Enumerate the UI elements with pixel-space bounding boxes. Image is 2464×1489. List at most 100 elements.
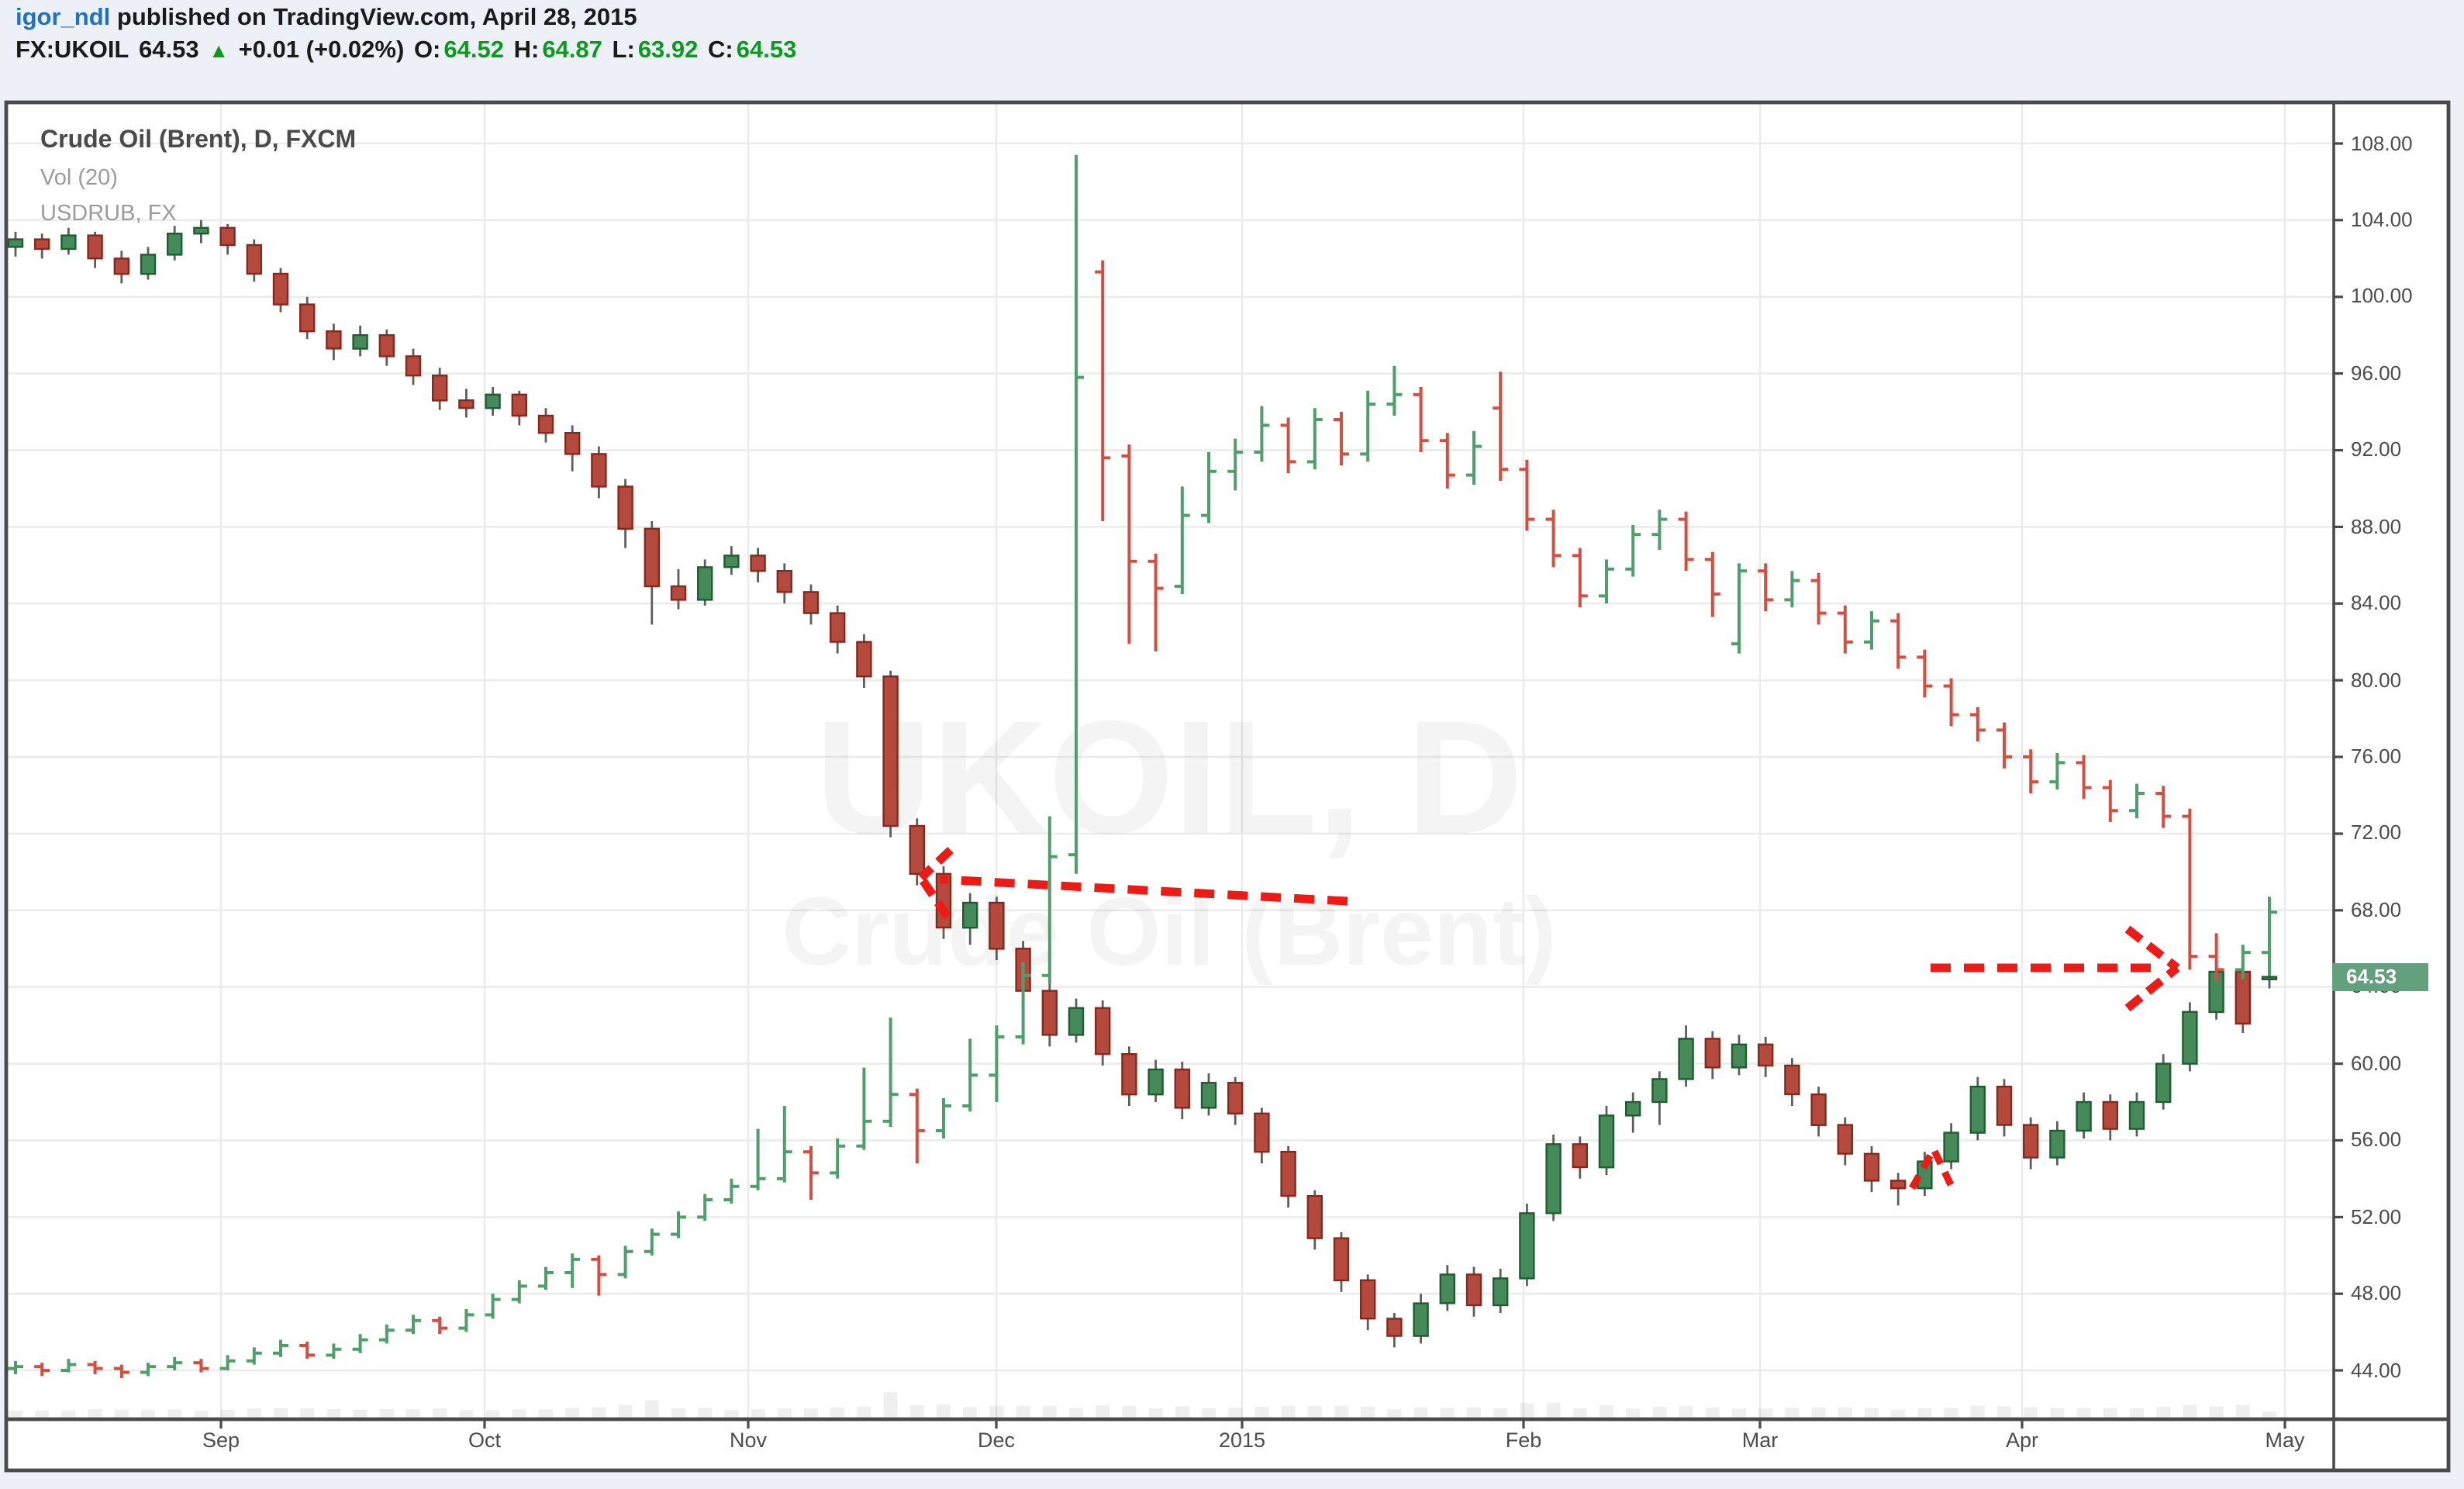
low-label: L: bbox=[612, 37, 635, 64]
candle bbox=[856, 641, 872, 678]
candle bbox=[34, 238, 50, 250]
price-axis-label: 48.00 bbox=[2351, 1281, 2402, 1305]
time-axis-label: Nov bbox=[729, 1429, 768, 1452]
candle bbox=[7, 238, 24, 248]
candle bbox=[1439, 1273, 1456, 1304]
candle bbox=[961, 901, 978, 929]
candle bbox=[2022, 1124, 2039, 1159]
last-price: 64.53 bbox=[139, 37, 199, 64]
candle bbox=[1545, 1143, 1562, 1214]
candle bbox=[1465, 1273, 1482, 1307]
candle bbox=[1519, 1212, 1535, 1280]
candle bbox=[1996, 1085, 2013, 1126]
candle bbox=[2049, 1129, 2065, 1159]
candle bbox=[1094, 1007, 1111, 1055]
candle bbox=[1624, 1100, 1641, 1117]
chart-frame bbox=[4, 100, 2451, 1473]
publish-info: published on TradingView.com, April 28, … bbox=[110, 5, 637, 31]
price-axis-label: 68.00 bbox=[2351, 897, 2402, 921]
price-axis-label: 108.00 bbox=[2351, 131, 2413, 154]
candle bbox=[87, 234, 103, 260]
candle bbox=[246, 244, 262, 275]
candle bbox=[1863, 1152, 1880, 1182]
author-link[interactable]: igor_ndl bbox=[16, 5, 111, 31]
time-axis-label: 2015 bbox=[1218, 1429, 1266, 1452]
candle bbox=[2076, 1100, 2092, 1132]
candle bbox=[1757, 1043, 1774, 1067]
candle bbox=[193, 226, 209, 235]
candle bbox=[697, 566, 713, 601]
candle bbox=[2235, 970, 2252, 1025]
candle bbox=[1784, 1064, 1800, 1096]
candle bbox=[458, 399, 475, 409]
volume-bars bbox=[9, 1392, 2276, 1418]
candle bbox=[537, 414, 554, 434]
price-axis-label: 100.00 bbox=[2351, 284, 2413, 308]
price-axis-label: 92.00 bbox=[2351, 437, 2402, 461]
candle bbox=[1200, 1081, 1217, 1109]
price-axis-label: 84.00 bbox=[2351, 591, 2402, 615]
usdrub-bars bbox=[8, 154, 2277, 1378]
price-axis-label: 72.00 bbox=[2351, 821, 2402, 845]
last-price-axis-label: 64.53 bbox=[2332, 962, 2428, 991]
candle bbox=[326, 330, 342, 350]
candle bbox=[802, 591, 820, 614]
price-axis-label: 52.00 bbox=[2351, 1204, 2402, 1228]
candle bbox=[1598, 1114, 1615, 1169]
candle bbox=[1227, 1081, 1244, 1114]
candle bbox=[1041, 990, 1058, 1036]
open-label: O: bbox=[413, 37, 441, 64]
candle bbox=[1492, 1277, 1509, 1307]
candle bbox=[1572, 1143, 1589, 1169]
candle bbox=[1174, 1068, 1191, 1109]
price-change: +0.01 (+0.02%) bbox=[238, 37, 405, 64]
mar-caret-mark[interactable] bbox=[1909, 1142, 1958, 1193]
candle bbox=[2102, 1100, 2119, 1130]
candle bbox=[644, 527, 660, 588]
price-axis-label: 80.00 bbox=[2351, 668, 2402, 692]
candle bbox=[670, 585, 687, 601]
candle bbox=[2128, 1100, 2145, 1130]
candle bbox=[485, 393, 501, 409]
price-axis-label: 104.00 bbox=[2351, 207, 2413, 231]
candle bbox=[723, 554, 740, 568]
candle bbox=[432, 375, 448, 402]
candle bbox=[272, 272, 289, 306]
high-label: H: bbox=[513, 37, 540, 64]
price-axis-label: 60.00 bbox=[2351, 1051, 2402, 1075]
candle bbox=[1068, 1007, 1085, 1036]
brent-candles bbox=[7, 219, 2278, 1348]
candle bbox=[1306, 1194, 1323, 1239]
candle bbox=[1359, 1279, 1376, 1320]
price-axis-label: 44.00 bbox=[2351, 1358, 2402, 1382]
description-watermark: Crude Oil (Brent) bbox=[782, 879, 1557, 986]
apr-cross-arrow[interactable] bbox=[1931, 925, 2180, 1012]
close-label: C: bbox=[708, 37, 733, 64]
candle bbox=[1651, 1078, 1668, 1104]
symbol-watermark: UKOIL, D bbox=[816, 688, 1524, 868]
candle bbox=[1943, 1131, 1959, 1163]
candle bbox=[299, 303, 316, 333]
candle bbox=[352, 334, 368, 350]
quote-line: FX:UKOIL 64.53 ▲ +0.01 (+0.02%) O: 64.52 … bbox=[16, 37, 799, 65]
candle bbox=[829, 612, 846, 643]
candle bbox=[1147, 1068, 1164, 1096]
time-axis-label: Mar bbox=[1741, 1429, 1779, 1452]
candle bbox=[1837, 1124, 1854, 1155]
candle bbox=[1280, 1150, 1296, 1197]
ticker-symbol[interactable]: FX:UKOIL bbox=[16, 37, 129, 64]
dec-breakdown-arrow[interactable] bbox=[917, 847, 1348, 920]
plot-background bbox=[6, 102, 2448, 1470]
price-axis-label: 88.00 bbox=[2351, 514, 2402, 538]
candle bbox=[113, 257, 130, 275]
time-axis-label: Feb bbox=[1505, 1429, 1542, 1452]
candle bbox=[564, 432, 581, 455]
time-axis-label: Dec bbox=[977, 1429, 1016, 1452]
candle bbox=[750, 554, 766, 572]
candle bbox=[591, 453, 607, 488]
candle bbox=[405, 355, 422, 377]
candle bbox=[882, 675, 899, 827]
price-axis-label: 56.00 bbox=[2351, 1128, 2402, 1152]
